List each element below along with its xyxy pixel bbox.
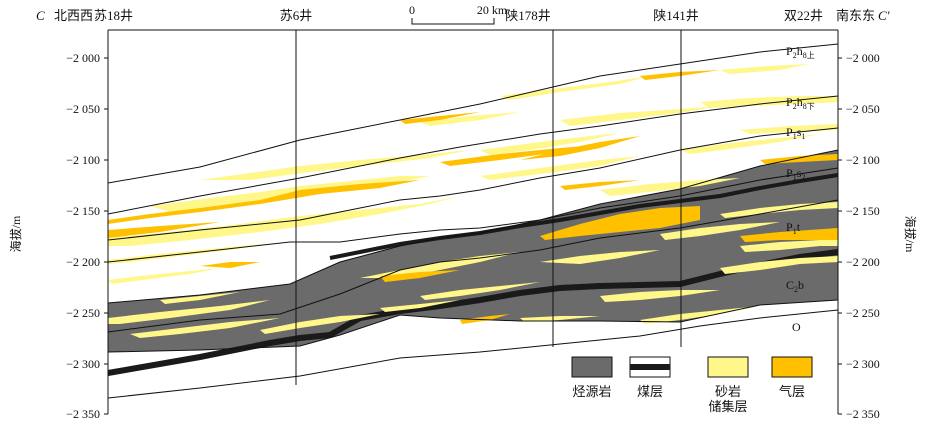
unit-label-p1s2: P1s2 [786, 166, 805, 182]
legend-swatch-sandstone [707, 356, 749, 378]
left-tick-label: −2 050 [66, 102, 100, 116]
well-label-su6: 苏6井 [280, 8, 313, 23]
legend-label-gas: 气层 [779, 384, 805, 399]
strata-boundaries [107, 43, 839, 399]
left-direction: 北西西 [54, 8, 93, 23]
left-tick-label: −2 200 [66, 255, 100, 269]
right-tick-label: −2 350 [846, 407, 880, 421]
legend-swatch-gas [771, 356, 813, 378]
legend-label-sandstone: 砂岩储集层 [708, 384, 747, 414]
well-label-shan141: 陕141井 [653, 8, 699, 23]
gas-lower [200, 206, 838, 324]
scale-bar: 0 20 km [409, 3, 508, 25]
left-tick-label: −2 150 [66, 204, 100, 218]
coal-seam-upper [329, 173, 839, 260]
unit-label-p2h8-lower: P2h8下 [786, 95, 815, 111]
well-lines [295, 30, 682, 385]
geology [107, 29, 839, 414]
right-tick-label: −2 300 [846, 357, 880, 371]
legend-swatch-coal [629, 356, 671, 378]
header: C 北西西 苏18井 苏6井 陕178井 陕141井 双22井 南东东 C′ 0… [36, 3, 890, 25]
well-label-su18: 苏18井 [94, 8, 133, 23]
left-axis-title: 海拔/m [8, 215, 23, 252]
section-end-right: C′ [878, 8, 890, 23]
section-frame [107, 29, 839, 414]
left-y-axis: −2 000 −2 050 −2 100 −2 150 −2 200 −2 25… [8, 51, 108, 421]
left-tick-label: −2 100 [66, 153, 100, 167]
unit-label-c2b: C2b [786, 278, 804, 294]
unit-label-p2h8-upper: P2h8上 [786, 44, 815, 60]
right-tick-label: −2 100 [846, 153, 880, 167]
right-direction: 南东东 [836, 8, 875, 23]
right-tick-label: −2 200 [846, 255, 880, 269]
legend: 烃源岩 煤层 砂岩储集层 气层 [571, 356, 813, 414]
unit-label-o: O [792, 320, 801, 334]
legend-label-coal: 煤层 [637, 384, 663, 399]
left-tick-label: −2 350 [66, 407, 100, 421]
right-tick-label: −2 050 [846, 102, 880, 116]
section-end-left: C [36, 8, 45, 23]
well-label-shan178: 陕178井 [505, 8, 551, 23]
right-tick-label: −2 000 [846, 51, 880, 65]
left-tick-label: −2 300 [66, 357, 100, 371]
source-rock-body [108, 150, 838, 352]
gas-upper [108, 70, 838, 238]
unit-labels: P2h8上 P2h8下 P1s1 P1s2 P1t C2b O [786, 44, 815, 334]
right-y-axis: −2 000 −2 050 −2 100 −2 150 −2 200 −2 25… [838, 51, 918, 421]
legend-label-source-rock: 烃源岩 [572, 384, 611, 399]
right-tick-label: −2 250 [846, 306, 880, 320]
scale-bar-end: 20 km [477, 3, 508, 17]
right-axis-title: 海拔/m [903, 216, 918, 253]
left-tick-label: −2 250 [66, 306, 100, 320]
legend-swatch-source-rock [571, 356, 613, 378]
left-tick-label: −2 000 [66, 51, 100, 65]
well-label-shuang22: 双22井 [784, 8, 823, 23]
right-tick-label: −2 150 [846, 204, 880, 218]
unit-label-p1s1: P1s1 [786, 125, 805, 141]
scale-bar-start: 0 [409, 3, 415, 17]
unit-label-p1t: P1t [786, 220, 801, 236]
